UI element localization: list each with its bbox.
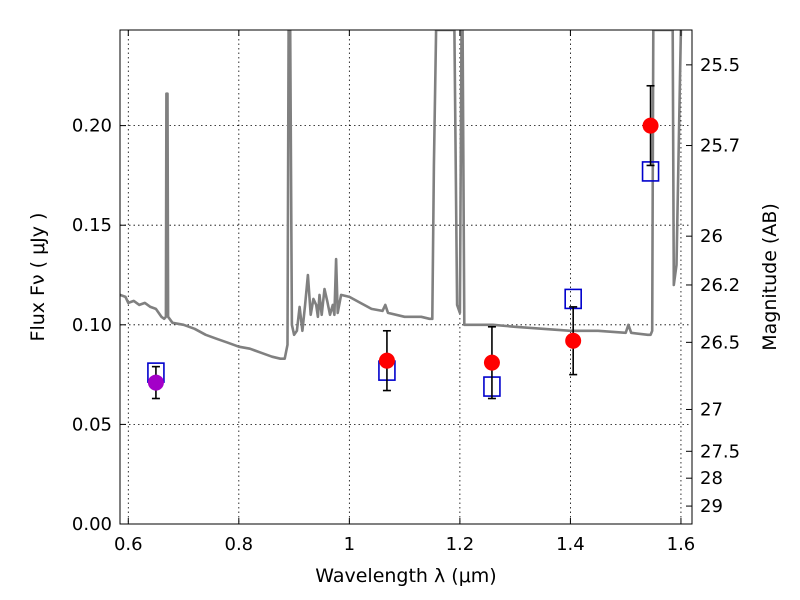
observed-point-marker (378, 352, 395, 369)
right-tick-label: 26.5 (700, 332, 740, 353)
x-tick-label: 1.6 (667, 534, 696, 555)
right-tick-label: 26 (700, 226, 723, 247)
observed-point-marker (483, 354, 500, 371)
spectrum-line (120, 30, 683, 360)
x-tick-label: 0.8 (225, 534, 254, 555)
right-tick-label: 27 (700, 399, 723, 420)
observed-point-marker (642, 117, 659, 134)
y-tick-label: 0.15 (72, 215, 112, 236)
y-axis: 0.00 0.05 0.10 0.15 0.20 (72, 116, 126, 535)
right-tick-label: 25.7 (700, 136, 740, 157)
y-tick-label: 0.20 (72, 116, 112, 137)
y-tick-label: 0.00 (72, 514, 112, 535)
x-tick-label: 1 (344, 534, 355, 555)
right-tick-label: 29 (700, 496, 723, 517)
right-tick-label: 28 (700, 468, 723, 489)
grid (120, 30, 692, 525)
photometry-layer (147, 84, 660, 400)
observed-point-marker (565, 332, 582, 349)
right-tick-label: 25.5 (700, 55, 740, 76)
right-magnitude-axis: 25.5 25.7 26 26.2 26.5 27 27.5 28 29 (686, 55, 740, 517)
model-square-marker (564, 288, 582, 310)
y-axis-label: Flux Fν ( μJy ) (27, 213, 49, 342)
right-tick-label: 27.5 (700, 441, 740, 462)
x-axis-label: Wavelength λ (μm) (315, 565, 496, 587)
x-tick-label: 1.2 (446, 534, 475, 555)
y-tick-label: 0.10 (72, 315, 112, 336)
spectrum-layer (120, 30, 683, 360)
x-tick-label: 1.4 (556, 534, 585, 555)
observed-point-marker (147, 374, 164, 391)
right-axis-label: Magnitude (AB) (759, 203, 781, 351)
right-tick-label: 26.2 (700, 275, 740, 296)
x-axis: 0.6 0.8 1 1.2 1.4 1.6 (114, 30, 695, 555)
plot-frame (119, 29, 693, 525)
x-tick-label: 0.6 (114, 534, 143, 555)
y-tick-label: 0.05 (72, 414, 112, 435)
